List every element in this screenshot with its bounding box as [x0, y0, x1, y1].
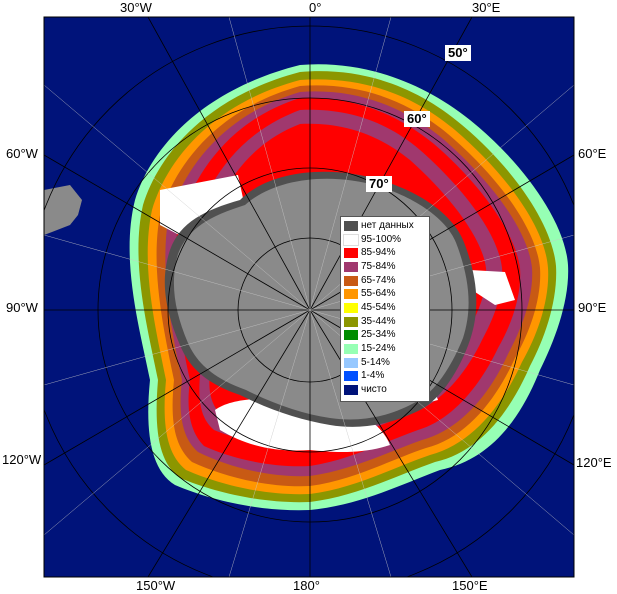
lon-label-120w: 120°W: [2, 452, 42, 467]
lon-label-90w: 90°W: [6, 300, 38, 315]
ice-patch-east: [470, 270, 515, 305]
legend-swatch: [343, 233, 359, 246]
legend-swatch: [344, 371, 358, 382]
legend-label: 35-44%: [361, 315, 396, 327]
legend-item: 35-44%: [344, 315, 429, 329]
lon-label-90e: 90°E: [578, 300, 607, 315]
legend-item: 15-24%: [344, 342, 429, 356]
legend-swatch: [344, 302, 358, 313]
legend-swatch: [344, 330, 358, 341]
legend-item: 75-84%: [344, 260, 429, 274]
lat-label-50: 50°: [445, 45, 471, 61]
legend-label: 85-94%: [361, 247, 396, 259]
legend-item: 5-14%: [344, 356, 429, 370]
lon-label-30w: 30°W: [120, 0, 152, 15]
legend-swatch: [344, 289, 358, 300]
legend-swatch: [344, 357, 358, 368]
lon-label-60e: 60°E: [578, 146, 607, 161]
legend-item: чисто: [344, 383, 429, 397]
legend-item: 95-100%: [343, 233, 429, 247]
graticule-fine: [44, 17, 574, 577]
lat-label-60: 60°: [404, 111, 430, 127]
legend-label: чисто: [361, 384, 387, 396]
lon-label-150w: 150°W: [136, 578, 176, 593]
lon-label-30e: 30°E: [472, 0, 501, 15]
legend-label: 65-74%: [361, 274, 396, 286]
legend-item: 45-54%: [344, 301, 429, 315]
legend-item: 55-64%: [344, 287, 429, 301]
south-america-land: [44, 185, 82, 235]
lon-label-180: 180°: [293, 578, 320, 593]
lon-label-0: 0°: [309, 0, 322, 15]
legend-item: 85-94%: [344, 246, 429, 260]
legend-item: 25-34%: [344, 329, 429, 343]
graticule-meridians: [44, 17, 574, 577]
lon-label-150e: 150°E: [452, 578, 488, 593]
legend-label: 75-84%: [361, 260, 396, 272]
legend-label: 45-54%: [361, 301, 396, 313]
legend-label: 5-14%: [361, 356, 390, 368]
legend: нет данных 95-100% 85-94% 75-84% 65-74% …: [340, 216, 430, 402]
legend-item: нет данных: [344, 219, 429, 233]
lon-label-60w: 60°W: [6, 146, 38, 161]
legend-item: 65-74%: [344, 274, 429, 288]
legend-swatch: [344, 385, 358, 396]
map-frame: [43, 16, 575, 578]
lat-label-70: 70°: [366, 176, 392, 192]
legend-item: 1-4%: [344, 370, 429, 384]
legend-label: 25-34%: [361, 329, 396, 341]
legend-swatch: [344, 316, 358, 327]
legend-swatch: [344, 248, 358, 259]
legend-swatch: [344, 344, 358, 355]
legend-swatch: [344, 275, 358, 286]
legend-swatch: [344, 220, 358, 231]
legend-label: 1-4%: [361, 370, 385, 382]
legend-swatch: [344, 261, 358, 272]
legend-label: 55-64%: [361, 288, 396, 300]
lon-label-120e: 120°E: [576, 455, 612, 470]
legend-label: 15-24%: [361, 343, 396, 355]
legend-label: 95-100%: [361, 233, 402, 245]
legend-label: нет данных: [361, 219, 414, 231]
